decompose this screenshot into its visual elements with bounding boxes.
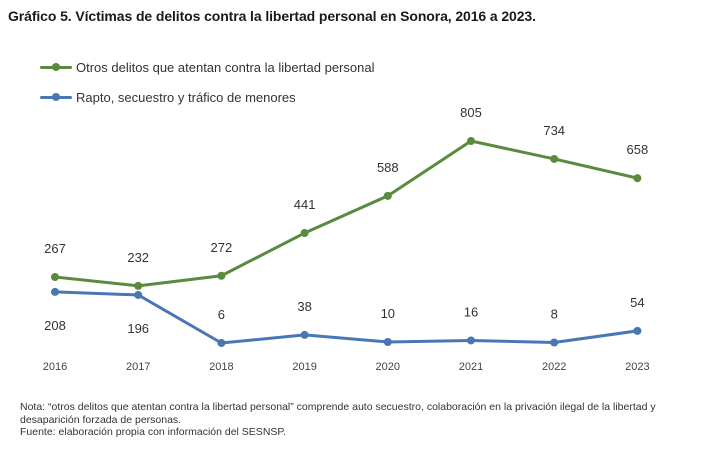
- data-point-s1-2017: [134, 290, 143, 299]
- data-label-s0-2023: 658: [627, 142, 649, 157]
- data-label-s0-2021: 805: [460, 105, 482, 120]
- data-label-s1-2019: 38: [297, 299, 311, 314]
- x-tick-label-2021: 2021: [459, 361, 483, 373]
- data-label-s0-2019: 441: [294, 197, 316, 212]
- x-tick-label-2022: 2022: [542, 361, 566, 373]
- series-line-1: [53, 290, 639, 345]
- chart-title: Gráfico 5. Víctimas de delitos contra la…: [8, 8, 536, 24]
- data-label-s1-2021: 16: [464, 304, 478, 319]
- data-label-s1-2020: 10: [381, 306, 395, 321]
- chart-notes: Nota: “otros delitos que atentan contra …: [20, 401, 710, 439]
- data-point-s1-2022: [550, 338, 559, 347]
- data-point-s0-2023: [633, 174, 642, 183]
- data-point-s1-2019: [300, 330, 309, 339]
- legend-label-otros-delitos: Otros delitos que atentan contra la libe…: [76, 59, 375, 75]
- x-tick-label-2018: 2018: [209, 361, 233, 373]
- data-label-s1-2017: 196: [127, 321, 149, 336]
- data-point-s0-2018: [217, 271, 226, 280]
- legend-item-rapto-secuestro: Rapto, secuestro y tráfico de menores: [40, 88, 374, 106]
- data-point-s1-2023: [633, 326, 642, 335]
- data-point-s1-2021: [467, 336, 475, 345]
- legend-swatch-rapto-secuestro: [40, 90, 72, 104]
- series-line-0: [53, 139, 639, 288]
- legend-label-rapto-secuestro: Rapto, secuestro y tráfico de menores: [76, 89, 296, 105]
- data-label-s0-2018: 272: [211, 240, 233, 255]
- data-label-s0-2022: 734: [543, 123, 565, 138]
- data-point-s0-2019: [300, 229, 309, 238]
- data-label-s0-2020: 588: [377, 160, 399, 175]
- source-text: Fuente: elaboración propia con informaci…: [20, 426, 286, 438]
- data-point-s0-2021: [467, 137, 475, 145]
- data-label-s1-2022: 8: [551, 306, 558, 321]
- data-point-s1-2016: [51, 287, 59, 296]
- data-point-s0-2016: [51, 273, 59, 282]
- data-label-s0-2017: 232: [127, 250, 149, 265]
- data-label-s1-2023: 54: [630, 295, 644, 310]
- data-point-s0-2017: [134, 281, 143, 290]
- note-text: Nota: “otros delitos que atentan contra …: [20, 401, 656, 426]
- data-point-s1-2020: [383, 337, 392, 346]
- data-point-s1-2018: [217, 339, 226, 347]
- x-tick-label-2016: 2016: [43, 361, 67, 373]
- x-tick-label-2017: 2017: [126, 361, 150, 373]
- x-tick-label-2020: 2020: [376, 361, 400, 373]
- legend-item-otros-delitos: Otros delitos que atentan contra la libe…: [40, 58, 374, 76]
- data-label-s1-2018: 6: [218, 307, 225, 322]
- data-label-s1-2016: 208: [44, 318, 66, 333]
- x-tick-label-2023: 2023: [625, 361, 649, 373]
- line-chart: 2016 2017 2018 2019 2020 2021 2022 2023 267 232 27…: [43, 105, 650, 373]
- data-point-s0-2020: [383, 191, 392, 200]
- x-tick-label-2019: 2019: [292, 361, 316, 373]
- legend-swatch-otros-delitos: [40, 60, 72, 74]
- data-label-s0-2016: 267: [44, 241, 66, 256]
- data-point-s0-2022: [550, 154, 559, 163]
- legend: Otros delitos que atentan contra la libe…: [40, 58, 374, 118]
